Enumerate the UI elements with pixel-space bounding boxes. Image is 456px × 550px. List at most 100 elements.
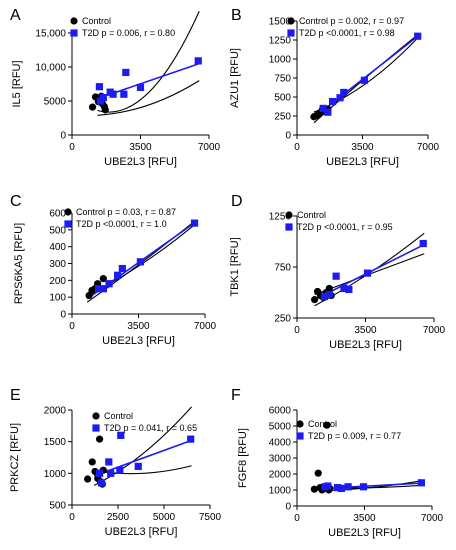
x-tick-label: 7000 xyxy=(417,142,440,153)
t2d-point xyxy=(363,269,372,277)
t2d-point xyxy=(194,57,202,65)
confidence-band-lower xyxy=(97,80,200,116)
t2d-point xyxy=(134,462,142,470)
control-point xyxy=(84,475,92,483)
panel-d: D 0 3500 7000 250 750 1250 UBE2L3 [RFU] TBK1 [RF… xyxy=(229,193,446,351)
x-tick-label: 3500 xyxy=(354,325,377,336)
t2d-point xyxy=(114,271,122,279)
legend-control-label: Control p = 0.03, r = 0.87 xyxy=(76,207,176,217)
y-tick-label: 1500 xyxy=(269,17,292,28)
panel-letter: D xyxy=(231,193,243,210)
x-tick-label: 3500 xyxy=(127,321,150,332)
y-tick-label: 750 xyxy=(274,263,291,274)
t2d-point xyxy=(340,284,348,293)
t2d-point xyxy=(344,483,352,491)
t2d-point xyxy=(337,484,345,492)
y-tick-label: 750 xyxy=(274,74,291,85)
y-tick-label: 500 xyxy=(49,501,66,512)
t2d-point xyxy=(120,90,128,98)
t2d-point xyxy=(99,285,107,293)
legend-control-marker xyxy=(70,17,78,25)
t2d-point xyxy=(325,290,333,299)
panel-c: C 0 3500 7000 0 100 200 300 400 500 600 UBE2L3 [RFU… xyxy=(10,193,217,347)
legend-t2d-marker xyxy=(285,223,293,231)
panel-letter: A xyxy=(10,7,21,24)
t2d-point xyxy=(332,272,340,280)
x-tick-label: 0 xyxy=(69,321,75,332)
y-tick-label: 400 xyxy=(49,242,66,253)
x-tick-label: 7000 xyxy=(198,142,221,153)
t2d-point xyxy=(97,479,106,487)
legend-t2d-label: T2D p = 0.009, r = 0.77 xyxy=(308,431,401,441)
t2d-point xyxy=(414,32,422,40)
legend-control-label: Control xyxy=(82,16,111,26)
y-tick-label: 2000 xyxy=(269,470,292,481)
t2d-point xyxy=(417,479,425,487)
y-tick-label: 200 xyxy=(49,276,66,287)
y-tick-label: 0 xyxy=(285,502,291,513)
legend-control-marker xyxy=(285,211,293,219)
x-tick-label: 7000 xyxy=(194,321,217,332)
legend-control-label: Control p = 0.002, r = 0.97 xyxy=(299,16,404,26)
control-point xyxy=(325,284,333,293)
legend-control-marker xyxy=(92,412,100,420)
x-axis-title: UBE2L3 [RFU] xyxy=(329,339,402,351)
y-axis-title: IL5 [RFU] xyxy=(11,60,23,107)
legend-t2d-marker xyxy=(296,432,304,440)
control-point xyxy=(311,296,319,304)
legend-control-label: Control xyxy=(104,411,133,421)
y-tick-label: 0 xyxy=(60,131,66,142)
t2d-point xyxy=(319,104,327,112)
t2d-point xyxy=(419,239,427,248)
legend-t2d-label: T2D p <0.0001, r = 1.0 xyxy=(76,219,167,229)
control-point xyxy=(88,103,97,111)
x-tick-label: 2500 xyxy=(107,512,130,523)
y-tick-label: 500 xyxy=(274,93,291,104)
y-tick-label: 2000 xyxy=(44,406,67,417)
panel-letter: B xyxy=(231,7,242,24)
t2d-point xyxy=(136,258,144,266)
control-point xyxy=(310,485,318,493)
y-axis-title: FGF8 [RFU] xyxy=(237,428,249,488)
panel-a: A 0 3500 7000 0 5000 10,000 15,000 UBE2L3 [RFU] I… xyxy=(10,7,221,168)
x-axis-title: UBE2L3 [RFU] xyxy=(328,527,401,539)
t2d-point xyxy=(105,280,113,288)
y-tick-label: 10,000 xyxy=(35,63,66,74)
y-axis-title: RPS6KA5 [RFU] xyxy=(13,223,25,304)
x-axis-title: UBE2L3 [RFU] xyxy=(102,335,175,347)
legend-control-label: Control xyxy=(308,419,337,429)
y-axis-title: TBK1 [RFU] xyxy=(229,237,241,296)
panel-f: F 0 3500 7000 0 1000 2000 3000 4000 5000 6000 UBE2L… xyxy=(231,387,444,539)
legend-control-marker xyxy=(287,17,295,25)
x-tick-label: 5000 xyxy=(153,512,176,523)
regression-line xyxy=(313,34,420,119)
x-axis-title: UBE2L3 [RFU] xyxy=(326,156,399,168)
x-tick-label: 7000 xyxy=(421,513,444,524)
legend-t2d-marker xyxy=(287,29,295,37)
t2d-point xyxy=(345,285,353,294)
legend-t2d-label: T2D p <0.0001, r = 0.98 xyxy=(299,28,395,38)
control-point xyxy=(323,421,331,429)
y-tick-label: 250 xyxy=(274,112,291,123)
t2d-point xyxy=(107,469,115,477)
control-point xyxy=(96,435,104,443)
y-axis-title: AZU1 [RFU] xyxy=(229,48,241,108)
t2d-point xyxy=(122,68,130,77)
x-tick-label: 0 xyxy=(294,142,300,153)
legend-t2d-label: T2D p = 0.041, r = 0.65 xyxy=(104,423,197,433)
t2d-point xyxy=(105,458,113,466)
y-tick-label: 1250 xyxy=(269,212,292,223)
legend-control-marker xyxy=(296,420,304,428)
t2d-point xyxy=(187,435,195,443)
t2d-point xyxy=(320,292,328,301)
t2d-point xyxy=(99,94,107,102)
y-tick-label: 4000 xyxy=(269,438,292,449)
y-tick-label: 5000 xyxy=(269,422,292,433)
x-tick-label: 0 xyxy=(69,512,75,523)
panel-letter: E xyxy=(10,387,21,404)
x-tick-label: 3500 xyxy=(353,513,376,524)
y-tick-label: 1000 xyxy=(269,486,292,497)
t2d-point xyxy=(340,88,348,97)
y-tick-label: 100 xyxy=(49,293,66,304)
x-axis-title: UBE2L3 [RFU] xyxy=(105,526,178,538)
